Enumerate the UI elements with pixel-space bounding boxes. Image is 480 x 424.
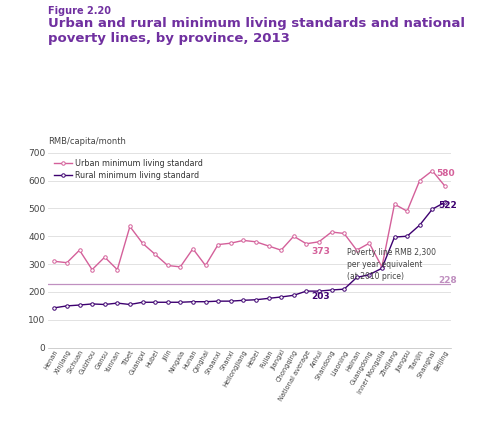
Urban minimum living standard <box>392 202 397 207</box>
Rural minimum living standard <box>303 289 309 294</box>
Rural minimum living standard <box>165 300 170 305</box>
Urban minimum living standard <box>228 241 234 246</box>
Text: 580: 580 <box>436 169 455 179</box>
Rural minimum living standard <box>178 300 183 305</box>
Rural minimum living standard <box>64 303 70 308</box>
Urban minimum living standard <box>240 238 246 243</box>
Urban minimum living standard <box>253 239 259 244</box>
Rural minimum living standard <box>203 299 208 304</box>
Rural minimum living standard <box>316 289 322 294</box>
Rural minimum living standard <box>379 266 385 271</box>
Urban minimum living standard <box>329 229 335 234</box>
Urban minimum living standard <box>278 248 284 253</box>
Rural minimum living standard <box>127 302 133 307</box>
Text: Poverty line RMB 2,300
per year equivalent
(at 2010 price): Poverty line RMB 2,300 per year equivale… <box>347 248 436 281</box>
Rural minimum living standard <box>114 301 120 306</box>
Urban minimum living standard <box>51 259 57 264</box>
Rural minimum living standard <box>228 298 234 304</box>
Urban minimum living standard <box>64 260 70 265</box>
Text: Urban and rural minimum living standards and national
poverty lines, by province: Urban and rural minimum living standards… <box>48 17 465 45</box>
Urban minimum living standard <box>127 224 133 229</box>
Rural minimum living standard <box>354 275 360 280</box>
Rural minimum living standard <box>152 300 158 305</box>
Urban minimum living standard <box>140 241 145 246</box>
Urban minimum living standard <box>190 246 196 251</box>
Urban minimum living standard <box>366 241 372 246</box>
Urban minimum living standard <box>404 209 410 214</box>
Urban minimum living standard <box>316 239 322 244</box>
Rural minimum living standard <box>366 272 372 277</box>
Urban minimum living standard <box>77 248 83 253</box>
Text: RMB/capita/month: RMB/capita/month <box>48 137 126 146</box>
Rural minimum living standard <box>404 234 410 239</box>
Urban minimum living standard <box>417 178 422 183</box>
Rural minimum living standard <box>102 302 108 307</box>
Line: Urban minimum living standard: Urban minimum living standard <box>53 169 446 271</box>
Rural minimum living standard <box>240 298 246 303</box>
Urban minimum living standard <box>430 168 435 173</box>
Text: 203: 203 <box>312 292 330 301</box>
Legend: Urban minimum living standard, Rural minimum living standard: Urban minimum living standard, Rural min… <box>52 156 206 182</box>
Urban minimum living standard <box>102 254 108 259</box>
Rural minimum living standard <box>140 300 145 305</box>
Rural minimum living standard <box>392 234 397 240</box>
Rural minimum living standard <box>291 293 297 298</box>
Line: Rural minimum living standard: Rural minimum living standard <box>53 201 446 310</box>
Rural minimum living standard <box>278 294 284 299</box>
Rural minimum living standard <box>430 206 435 212</box>
Urban minimum living standard <box>303 241 309 246</box>
Urban minimum living standard <box>152 252 158 257</box>
Urban minimum living standard <box>442 184 448 189</box>
Urban minimum living standard <box>291 234 297 239</box>
Rural minimum living standard <box>89 301 95 307</box>
Rural minimum living standard <box>417 223 422 228</box>
Urban minimum living standard <box>215 242 221 247</box>
Rural minimum living standard <box>77 302 83 307</box>
Urban minimum living standard <box>379 264 385 269</box>
Rural minimum living standard <box>265 296 271 301</box>
Text: Figure 2.20: Figure 2.20 <box>48 6 111 17</box>
Rural minimum living standard <box>341 287 347 292</box>
Rural minimum living standard <box>329 287 335 293</box>
Urban minimum living standard <box>165 263 170 268</box>
Urban minimum living standard <box>114 267 120 272</box>
Rural minimum living standard <box>51 305 57 310</box>
Urban minimum living standard <box>178 264 183 269</box>
Text: 373: 373 <box>312 246 330 256</box>
Urban minimum living standard <box>203 263 208 268</box>
Urban minimum living standard <box>89 267 95 272</box>
Urban minimum living standard <box>265 243 271 248</box>
Rural minimum living standard <box>442 200 448 205</box>
Rural minimum living standard <box>190 299 196 304</box>
Rural minimum living standard <box>215 298 221 304</box>
Text: 522: 522 <box>439 201 457 210</box>
Rural minimum living standard <box>253 297 259 302</box>
Text: 228: 228 <box>439 276 457 285</box>
Urban minimum living standard <box>354 248 360 253</box>
Urban minimum living standard <box>341 231 347 236</box>
